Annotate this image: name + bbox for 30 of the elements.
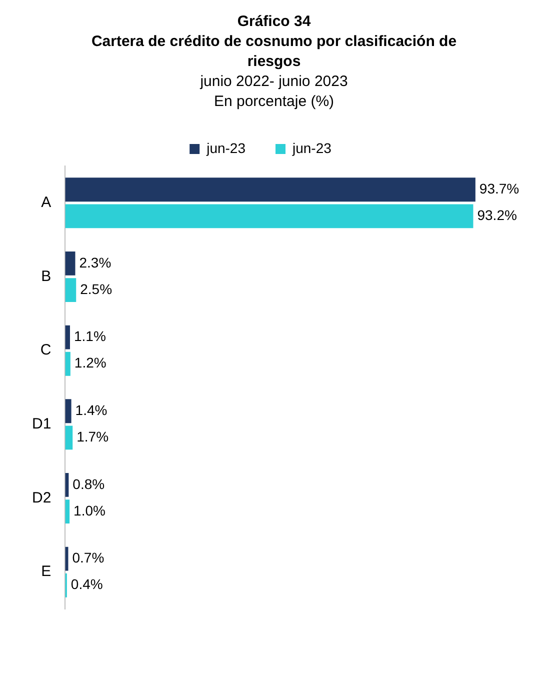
bar [65, 204, 474, 228]
bar [65, 178, 476, 202]
bar [65, 426, 73, 450]
y-tick-label: D2 [32, 489, 52, 506]
data-label: 2.5% [80, 280, 112, 297]
bar [65, 278, 76, 302]
data-label: 0.4% [70, 576, 103, 592]
bar [65, 325, 70, 350]
data-label: 2.3% [79, 254, 112, 270]
y-tick-label: E [41, 563, 52, 580]
data-label: 1.7% [76, 428, 109, 445]
legend-label: jun-23 [206, 140, 246, 156]
bar [65, 252, 76, 276]
y-tick-label: B [41, 268, 52, 285]
data-label: 0.7% [72, 550, 104, 566]
data-label: 0.8% [72, 476, 105, 492]
y-tick-label: A [41, 194, 52, 212]
y-tick-label: C [40, 342, 52, 359]
bar [65, 500, 70, 524]
data-label: 1.1% [74, 328, 106, 344]
data-label: 1.0% [74, 502, 106, 518]
legend-label: jun-23 [292, 140, 332, 156]
data-label: 1.4% [75, 402, 108, 418]
y-tick-label: D1 [32, 416, 52, 433]
data-label: 93.7% [479, 180, 520, 196]
data-label: 93.2% [477, 207, 517, 224]
bar [65, 399, 72, 424]
chart-subtitle: junio 2022- junio 2023 En porcentaje (%) [198, 72, 349, 112]
data-label: 1.2% [74, 354, 106, 371]
bar [65, 352, 70, 376]
